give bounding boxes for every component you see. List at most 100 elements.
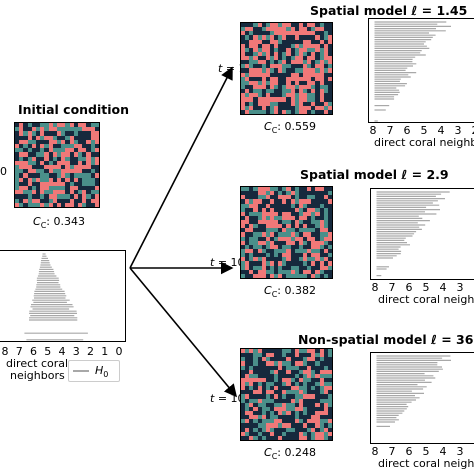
lattice-cell xyxy=(307,411,312,416)
lattice-cell xyxy=(261,373,266,378)
lattice-cell xyxy=(249,199,254,204)
lattice-cell xyxy=(261,215,266,221)
lattice-cell xyxy=(294,435,299,440)
lattice-cell xyxy=(303,97,308,102)
lattice-cell xyxy=(315,361,320,366)
lattice-cell xyxy=(269,240,275,245)
lattice-cell xyxy=(323,373,328,378)
lattice-cell xyxy=(282,423,287,428)
lattice-cell xyxy=(323,427,328,432)
lattice-cell xyxy=(323,415,328,420)
lattice-cell xyxy=(265,207,270,212)
lattice-cell xyxy=(286,85,291,90)
lattice-cell xyxy=(257,27,262,32)
lattice-cell xyxy=(282,27,287,32)
lattice-cell xyxy=(282,232,287,237)
lattice-cell xyxy=(274,220,279,225)
model-1-tick-2: 6 xyxy=(403,124,411,137)
lattice-cell xyxy=(274,23,279,28)
lattice-cell xyxy=(315,431,320,436)
lattice-cell xyxy=(327,423,332,428)
lattice-cell xyxy=(315,365,320,370)
lattice-cell xyxy=(257,43,262,48)
lattice-cell xyxy=(311,31,316,36)
lattice-cell xyxy=(69,135,74,140)
lattice-cell xyxy=(311,361,316,366)
lattice-cell xyxy=(253,244,258,250)
initial-tick-0: 8 xyxy=(1,345,9,358)
lattice-cell xyxy=(311,97,316,102)
lattice-cell xyxy=(303,47,308,52)
lattice-cell xyxy=(257,80,262,86)
lattice-cell xyxy=(315,398,320,403)
lattice-cell xyxy=(290,89,295,94)
lattice-cell xyxy=(315,349,320,354)
lattice-cell xyxy=(307,35,312,40)
lattice-cell xyxy=(257,211,262,216)
lattice-cell xyxy=(90,156,95,161)
lattice-cell xyxy=(319,47,324,52)
lattice-cell xyxy=(298,269,304,274)
lattice-cell xyxy=(269,411,275,416)
lattice-cell xyxy=(311,261,316,266)
lattice-cell xyxy=(286,187,291,192)
lattice-cell xyxy=(249,76,254,81)
initial-histogram xyxy=(0,250,126,342)
lattice-cell xyxy=(278,269,283,274)
lattice-cell xyxy=(35,148,41,153)
lattice-cell xyxy=(265,419,270,424)
lattice-cell xyxy=(323,187,328,192)
lattice-cell xyxy=(286,232,291,237)
lattice-cell xyxy=(48,202,53,207)
lattice-cell xyxy=(257,191,262,196)
lattice-cell xyxy=(327,427,332,432)
lattice-cell xyxy=(311,56,316,61)
lattice-cell xyxy=(290,431,295,436)
lattice-cell xyxy=(269,31,275,36)
lattice-cell xyxy=(265,265,270,270)
lattice-cell xyxy=(241,236,246,241)
lattice-cell xyxy=(307,199,312,204)
lattice-cell xyxy=(257,249,262,254)
lattice-cell xyxy=(298,199,304,204)
lattice-cell xyxy=(298,365,304,370)
lattice-cell xyxy=(31,190,36,195)
lattice-cell xyxy=(315,51,320,57)
lattice-cell xyxy=(245,64,250,69)
lattice-cell xyxy=(278,195,283,200)
lattice-cell xyxy=(56,198,62,203)
lattice-cell xyxy=(249,203,254,208)
lattice-cell xyxy=(307,80,312,86)
lattice-cell xyxy=(319,377,324,383)
lattice-cell xyxy=(282,402,287,407)
lattice-cell xyxy=(265,269,270,274)
lattice-cell xyxy=(77,156,83,161)
lattice-cell xyxy=(315,80,320,86)
lattice-cell xyxy=(319,203,324,208)
lattice-cell xyxy=(323,199,328,204)
lattice-cell xyxy=(298,427,304,432)
lattice-cell xyxy=(294,27,299,32)
lattice-cell xyxy=(319,76,324,81)
lattice-cell xyxy=(19,198,24,203)
lattice-cell xyxy=(249,244,254,250)
lattice-cell xyxy=(35,139,41,144)
lattice-cell xyxy=(298,51,304,57)
lattice-cell xyxy=(319,431,324,436)
lattice-cell xyxy=(253,415,258,420)
lattice-cell xyxy=(286,97,291,102)
lattice-cell xyxy=(61,177,66,182)
lattice-cell xyxy=(323,257,328,262)
lattice-cell xyxy=(294,224,299,229)
lattice-cell xyxy=(35,173,41,178)
lattice-cell xyxy=(48,173,53,178)
lattice-cell xyxy=(52,160,57,165)
lattice-cell xyxy=(315,419,320,424)
lattice-cell xyxy=(315,377,320,383)
lattice-cell xyxy=(307,93,312,98)
lattice-cell xyxy=(249,357,254,362)
model-3-tick-2: 6 xyxy=(405,445,413,458)
lattice-cell xyxy=(73,198,78,203)
legend-line-icon xyxy=(73,370,89,372)
lattice-cell xyxy=(303,402,308,407)
